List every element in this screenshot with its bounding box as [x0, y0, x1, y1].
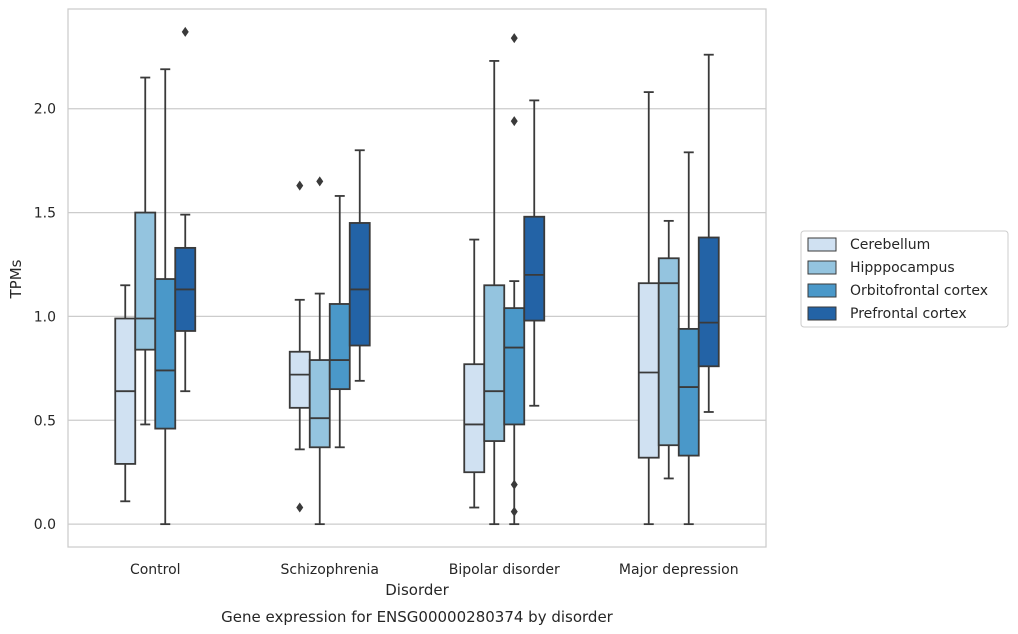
- outlier-point: [181, 26, 189, 37]
- legend-swatch: [807, 306, 837, 321]
- box-iqr: [523, 215, 546, 322]
- box-iqr: [154, 278, 177, 430]
- legend-frame: [800, 230, 1009, 328]
- box-groups: [114, 26, 720, 526]
- chart-caption: Gene expression for ENSG00000280374 by d…: [221, 608, 614, 626]
- box-cerebellum: [637, 91, 660, 526]
- box-prefrontal-cortex: [174, 26, 197, 393]
- box-cerebellum: [288, 180, 311, 513]
- outlier-point: [510, 479, 518, 490]
- outlier-point: [296, 180, 304, 191]
- legend: Cerebellum Hipppocampus Orbitofrontal cort…: [800, 230, 1009, 328]
- legend-swatch: [807, 283, 837, 298]
- box-hipppocampus: [308, 176, 331, 526]
- x-tick-label: Major depression: [619, 562, 739, 578]
- y-tick-label: 0.5: [34, 413, 56, 429]
- box-cerebellum: [114, 284, 137, 503]
- y-tick-label: 1.5: [34, 206, 56, 222]
- box-iqr: [328, 303, 351, 391]
- legend-label: Cerebellum: [850, 237, 930, 253]
- plot-frame: [67, 8, 767, 548]
- outlier-point: [510, 33, 518, 44]
- y-tick-label: 2.0: [34, 102, 56, 118]
- box-iqr: [637, 282, 660, 459]
- outlier-point: [510, 506, 518, 517]
- x-tick-label: Control: [130, 562, 181, 578]
- outlier-point: [510, 116, 518, 127]
- box-orbitofrontal-cortex: [503, 33, 526, 526]
- box-iqr: [288, 350, 311, 409]
- box-orbitofrontal-cortex: [677, 151, 700, 526]
- box-iqr: [483, 284, 506, 442]
- box-prefrontal-cortex: [523, 99, 546, 407]
- box-iqr: [463, 363, 486, 474]
- y-tick-label: 0.0: [34, 517, 56, 533]
- box-orbitofrontal-cortex: [154, 68, 177, 526]
- box-iqr: [134, 211, 157, 351]
- y-tick-label: 1.0: [34, 309, 56, 325]
- box-iqr: [308, 359, 331, 449]
- x-axis-label: Disorder: [385, 581, 449, 599]
- x-tick-label: Schizophrenia: [281, 562, 379, 578]
- legend-swatch: [807, 260, 837, 275]
- box-iqr: [677, 327, 700, 457]
- legend-swatch: [807, 237, 837, 252]
- box-cerebellum: [463, 238, 486, 509]
- outlier-point: [316, 176, 324, 187]
- box-hipppocampus: [483, 60, 506, 526]
- box-orbitofrontal-cortex: [328, 195, 351, 449]
- box-iqr: [348, 222, 371, 347]
- box-iqr: [697, 236, 720, 368]
- legend-label: Prefrontal cortex: [850, 306, 967, 322]
- box-hipppocampus: [134, 76, 157, 426]
- y-tick-labels: 0.0 0.5 1.0 1.5 2.0: [34, 102, 56, 533]
- box-iqr: [657, 257, 680, 447]
- outlier-point: [296, 502, 304, 513]
- x-tick-label: Bipolar disorder: [449, 562, 560, 578]
- box-iqr: [503, 307, 526, 426]
- x-tick-labels: Control Schizophrenia Bipolar disorder Majo…: [130, 562, 739, 578]
- legend-label: Orbitofrontal cortex: [850, 283, 988, 299]
- box-prefrontal-cortex: [348, 149, 371, 382]
- box-hipppocampus: [657, 219, 680, 480]
- y-axis-label: TPMs: [7, 259, 25, 299]
- legend-label: Hipppocampus: [850, 260, 955, 276]
- box-prefrontal-cortex: [697, 53, 720, 413]
